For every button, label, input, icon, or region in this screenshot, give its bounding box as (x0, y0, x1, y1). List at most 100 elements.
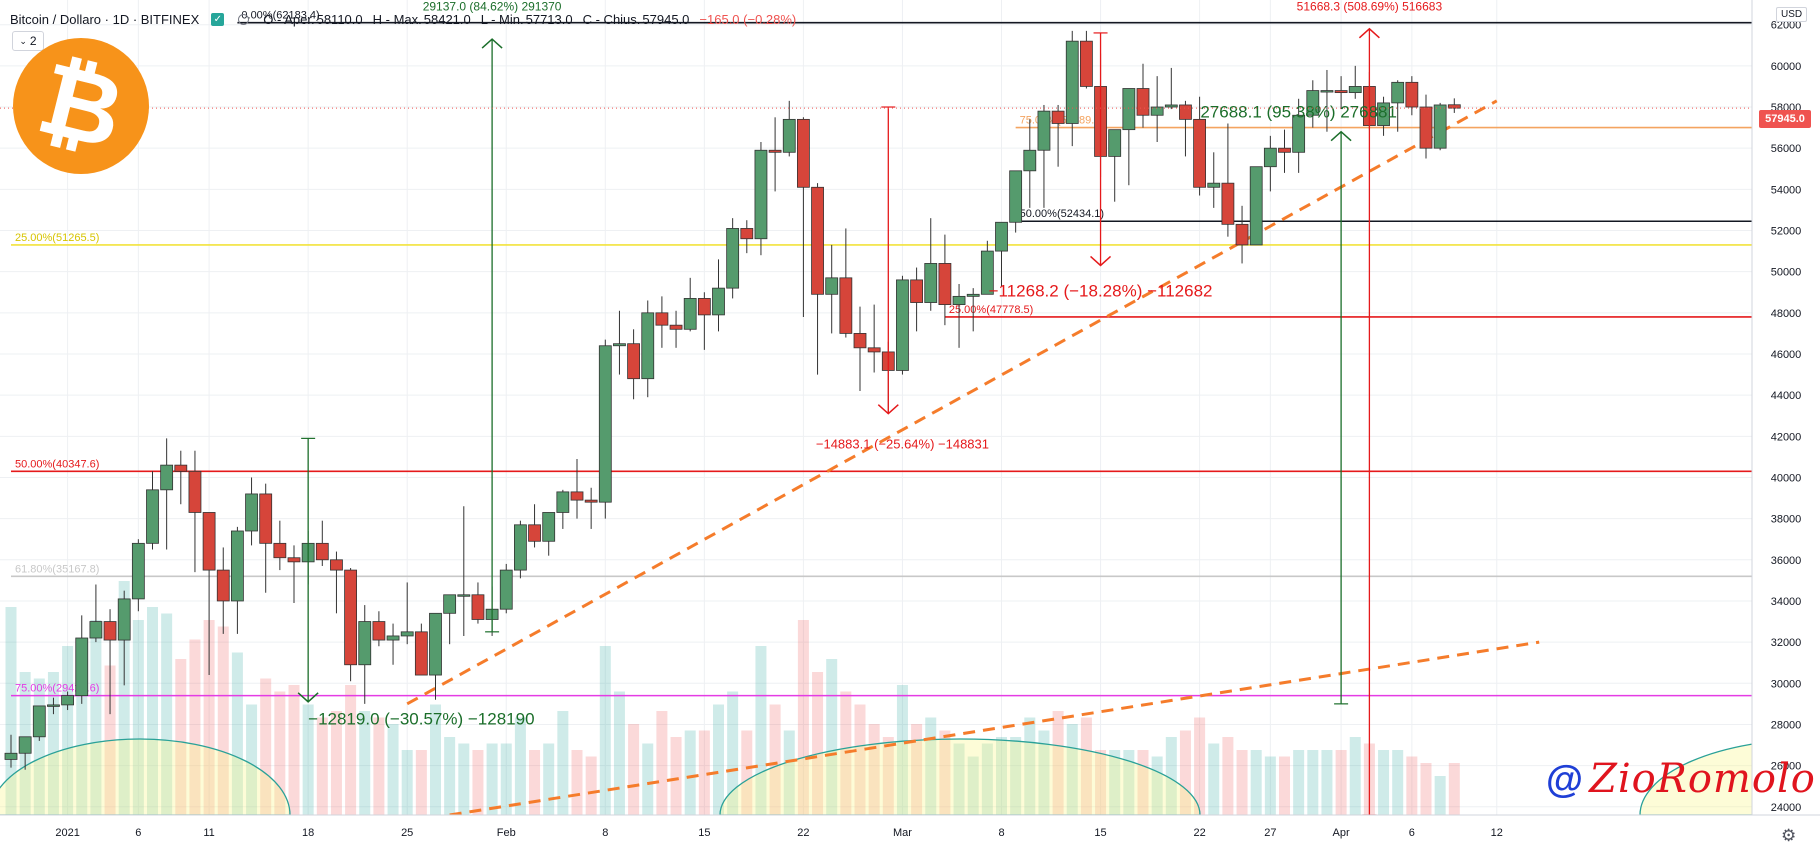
fib-level-label: 50.00%(52434.1) (1020, 208, 1104, 220)
low-value: 57713.0 (525, 11, 573, 27)
candle-body (995, 221, 1008, 252)
candle-body (853, 333, 867, 349)
candle-body (952, 295, 966, 305)
candle-body (1433, 104, 1447, 149)
trendlines (406, 99, 1540, 817)
low-label: L - Min. (480, 11, 524, 27)
volume-bar (147, 607, 158, 815)
candle-body (1447, 104, 1461, 109)
volume-bar (1349, 737, 1361, 815)
measure-arrow (1358, 27, 1380, 39)
currency-label[interactable]: USD (1776, 7, 1808, 22)
price-tick-label: 26000 (1771, 761, 1802, 773)
price-tick-label: 46000 (1771, 349, 1802, 361)
volume-bar (698, 730, 710, 815)
volume-bar (189, 639, 201, 815)
candle-body (1235, 223, 1249, 246)
volume-bar (826, 659, 838, 815)
candle-body (1179, 104, 1192, 120)
volume-bar (62, 646, 74, 815)
candle-body (174, 464, 188, 472)
volume-bar (359, 711, 371, 815)
candle-body (1405, 81, 1419, 108)
volume-bar (373, 717, 385, 815)
candle-body (499, 569, 513, 610)
fib-level-label: 0.00%(62183.4) (241, 10, 319, 22)
time-tick-label: 2021 (55, 827, 79, 839)
time-tick-label: 15 (1094, 827, 1106, 839)
fibonacci-levels: 0.00%(62183.4)75.00%(57089.7)50.00%(5243… (11, 10, 1752, 697)
volume-bar (529, 750, 541, 815)
candle-body (1348, 86, 1362, 94)
time-tick-label: 25 (401, 827, 413, 839)
eye-icon[interactable] (238, 13, 250, 25)
volume-bar (1264, 756, 1276, 815)
trendline (449, 640, 1540, 817)
candle-body (1009, 170, 1023, 223)
symbol-title[interactable]: Bitcoin / Dollaro · 1D · BITFINEX (10, 11, 200, 27)
price-tick-label: 38000 (1771, 514, 1802, 526)
volume-bar (132, 620, 144, 815)
volume-bar (288, 685, 300, 815)
volume-bar (118, 581, 130, 815)
volume-bar (981, 743, 993, 815)
symbol-header: Bitcoin / Dollaro · 1D · BITFINEX ✓ O - … (10, 8, 796, 30)
volume-bar (1151, 756, 1163, 815)
open-value: 58110.0 (316, 11, 363, 27)
price-tick-label: 32000 (1771, 637, 1802, 649)
candle-body (683, 298, 697, 330)
gear-icon[interactable]: ⚙ (1781, 826, 1797, 845)
candle-body (1136, 88, 1150, 116)
candle-body (1051, 110, 1065, 124)
candle-body (471, 594, 485, 620)
volume-bar (1095, 750, 1107, 815)
candle-body (117, 598, 131, 641)
high-label: H - Max. (372, 11, 422, 27)
measure-label: 27688.1 (95.38%) 276881 (1200, 102, 1397, 121)
fib-level-label: 50.00%(40347.6) (15, 458, 99, 470)
visibility-check-icon[interactable]: ✓ (211, 12, 225, 26)
fib-level-label: 25.00%(51265.5) (15, 232, 99, 244)
price-tick-label: 34000 (1771, 596, 1802, 608)
candle-body (598, 345, 612, 503)
volume-bar (161, 613, 173, 815)
signature-at: @ (1546, 759, 1584, 801)
candle-body (1306, 90, 1320, 116)
candle-body (1419, 106, 1433, 149)
volume-bar (415, 750, 427, 815)
time-tick-label: 22 (797, 827, 809, 839)
indicator-toggle-button[interactable]: ⌄ 2 (12, 31, 44, 51)
candle-body (1249, 166, 1263, 246)
measure-arrow (481, 38, 503, 49)
candle-body (966, 293, 980, 297)
volume-bar (1123, 750, 1135, 815)
candle-body (867, 347, 881, 353)
volume-bar (302, 704, 314, 815)
candle-body (1207, 182, 1221, 188)
high-value: 58421.0 (423, 11, 471, 27)
volume-bar (514, 717, 526, 815)
volume-bar (882, 737, 894, 815)
candle-body (825, 277, 839, 295)
volume-bar (1109, 750, 1121, 815)
volume-bar (330, 711, 342, 815)
candle-body (1278, 147, 1291, 153)
volume-bar (1194, 717, 1206, 815)
candle-body (75, 637, 89, 697)
candle-body (1023, 149, 1037, 172)
volume-bar (486, 743, 498, 815)
time-tick-label: 8 (998, 827, 1004, 839)
volume-bar (1378, 750, 1390, 815)
candle-body (1065, 40, 1079, 124)
candle-body (414, 631, 428, 676)
fib-level-label: 25.00%(47778.5) (949, 304, 1033, 316)
candle-body (1193, 118, 1206, 188)
candle-body (1122, 88, 1136, 131)
candle-body (386, 635, 400, 641)
time-tick-label: Mar (893, 827, 912, 839)
candle-body (697, 298, 711, 316)
candle-body (131, 542, 145, 600)
time-tick-label: 27 (1264, 827, 1276, 839)
volume-bar (868, 724, 880, 815)
